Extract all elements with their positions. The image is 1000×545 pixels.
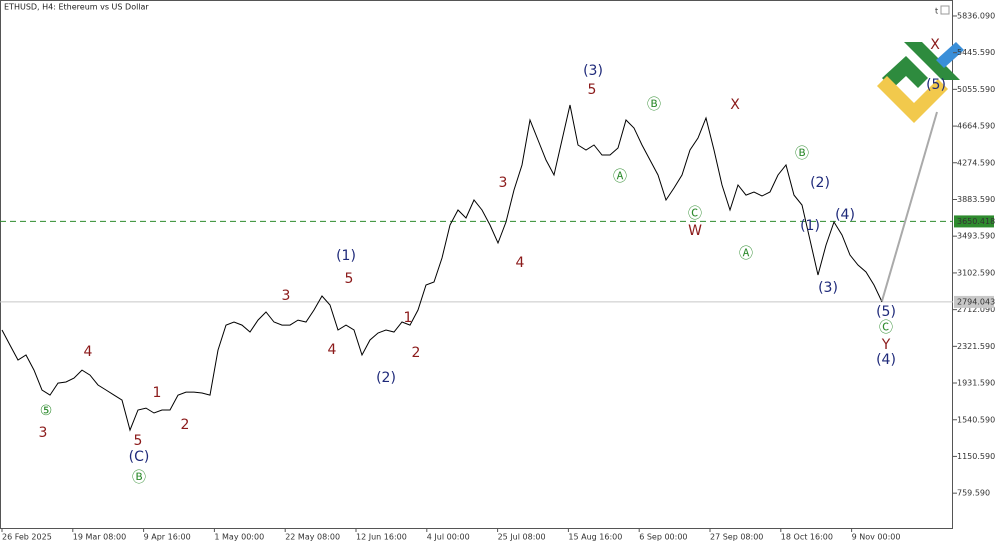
wave-label: (2) — [376, 370, 396, 386]
wave-label: 3 — [39, 425, 48, 441]
x-tick-label: 18 Oct 16:00 — [781, 533, 833, 542]
y-tick-label: 3883.590 — [957, 195, 995, 204]
y-tick-label: 3493.590 — [957, 232, 995, 241]
logo-green — [882, 56, 928, 89]
y-tick-label: 5445.590 — [957, 48, 995, 57]
wave-label: (5) — [876, 304, 896, 320]
wave-label: Ⓑ — [132, 470, 146, 486]
wave-label: (5) — [926, 77, 946, 93]
price-line — [1, 104, 883, 432]
logo-green-2 — [904, 42, 960, 80]
wave-label: 5 — [588, 82, 597, 98]
toolbar-box[interactable] — [940, 5, 950, 15]
wave-label: 3 — [499, 175, 508, 191]
wave-label: 4 — [328, 342, 337, 358]
wave-label: 3 — [282, 288, 291, 304]
y-tick-label: 1150.590 — [957, 452, 995, 461]
x-tick-label: 25 Jul 08:00 — [498, 533, 546, 542]
x-tick-label: 9 Nov 00:00 — [852, 533, 901, 542]
wave-label: 4 — [84, 344, 93, 360]
y-tick-label: 1540.590 — [957, 415, 995, 424]
wave-label: (3) — [583, 63, 603, 79]
y-tick-label: 5836.090 — [957, 11, 995, 20]
x-tick-label: 22 May 08:00 — [285, 533, 340, 542]
chart-title: ETHUSD, H4: Ethereum vs US Dollar — [4, 3, 149, 12]
wave-label: X — [930, 37, 940, 53]
toolbar-icon[interactable]: t — [935, 7, 938, 16]
wave-label: 5 — [134, 433, 143, 449]
level-label-box — [954, 215, 994, 228]
wave-label: (4) — [835, 207, 855, 223]
x-tick-label: 6 Sep 00:00 — [639, 533, 687, 542]
x-tick-label: 15 Aug 16:00 — [568, 533, 622, 542]
wave-label: ⑤ — [40, 403, 53, 419]
wave-label: (1) — [336, 248, 356, 264]
wave-label: 2 — [412, 345, 421, 361]
x-tick-label: 1 May 00:00 — [214, 533, 264, 542]
wave-label: (4) — [876, 352, 896, 368]
y-tick-label: 5055.590 — [957, 85, 995, 94]
wave-label: X — [730, 97, 740, 113]
wave-label: 1 — [153, 385, 162, 401]
x-tick-label: 27 Sep 08:00 — [710, 533, 763, 542]
x-tick-label: 26 Feb 2025 — [2, 533, 52, 542]
y-tick-label: 1931.590 — [957, 378, 995, 387]
wave-label: (3) — [818, 280, 838, 296]
wave-label: Ⓑ — [647, 97, 661, 113]
wave-label: Ⓑ — [795, 146, 809, 162]
y-tick-label: 3102.590 — [957, 268, 995, 277]
y-tick-label: 4664.590 — [957, 122, 995, 131]
wave-label: Ⓒ — [688, 206, 702, 222]
logo-yellow — [877, 76, 948, 123]
x-tick-label: 12 Jun 16:00 — [356, 533, 407, 542]
level-label: 2794.043 — [957, 297, 995, 306]
wave-label: Ⓐ — [739, 246, 753, 262]
wave-label: W — [688, 223, 702, 239]
logo — [877, 42, 964, 123]
wave-label: (C) — [129, 449, 150, 465]
x-tick-label: 19 Mar 08:00 — [73, 533, 126, 542]
wave-label: (1) — [800, 218, 820, 234]
wave-label: Ⓒ — [879, 320, 893, 336]
wave-label: Ⓐ — [613, 169, 627, 185]
wave-label: 5 — [345, 271, 354, 287]
y-tick-label: 759.590 — [957, 489, 990, 498]
wave-label: (2) — [810, 175, 830, 191]
level-label-box — [954, 295, 994, 308]
wave-label: 2 — [181, 417, 190, 433]
y-tick-label: 4274.590 — [957, 158, 995, 167]
y-tick-label: 2321.590 — [957, 342, 995, 351]
plot-frame — [0, 0, 953, 529]
logo-blue — [936, 42, 964, 68]
x-tick-label: 4 Jul 00:00 — [427, 533, 470, 542]
wave-label: 4 — [516, 255, 525, 271]
wave-label: 1 — [404, 310, 413, 326]
y-tick-label: 2712.090 — [957, 305, 995, 314]
wave-label: Y — [881, 337, 891, 353]
level-label: 3650.418 — [957, 217, 995, 226]
projection-line — [881, 111, 938, 302]
x-tick-label: 9 Apr 16:00 — [144, 533, 191, 542]
